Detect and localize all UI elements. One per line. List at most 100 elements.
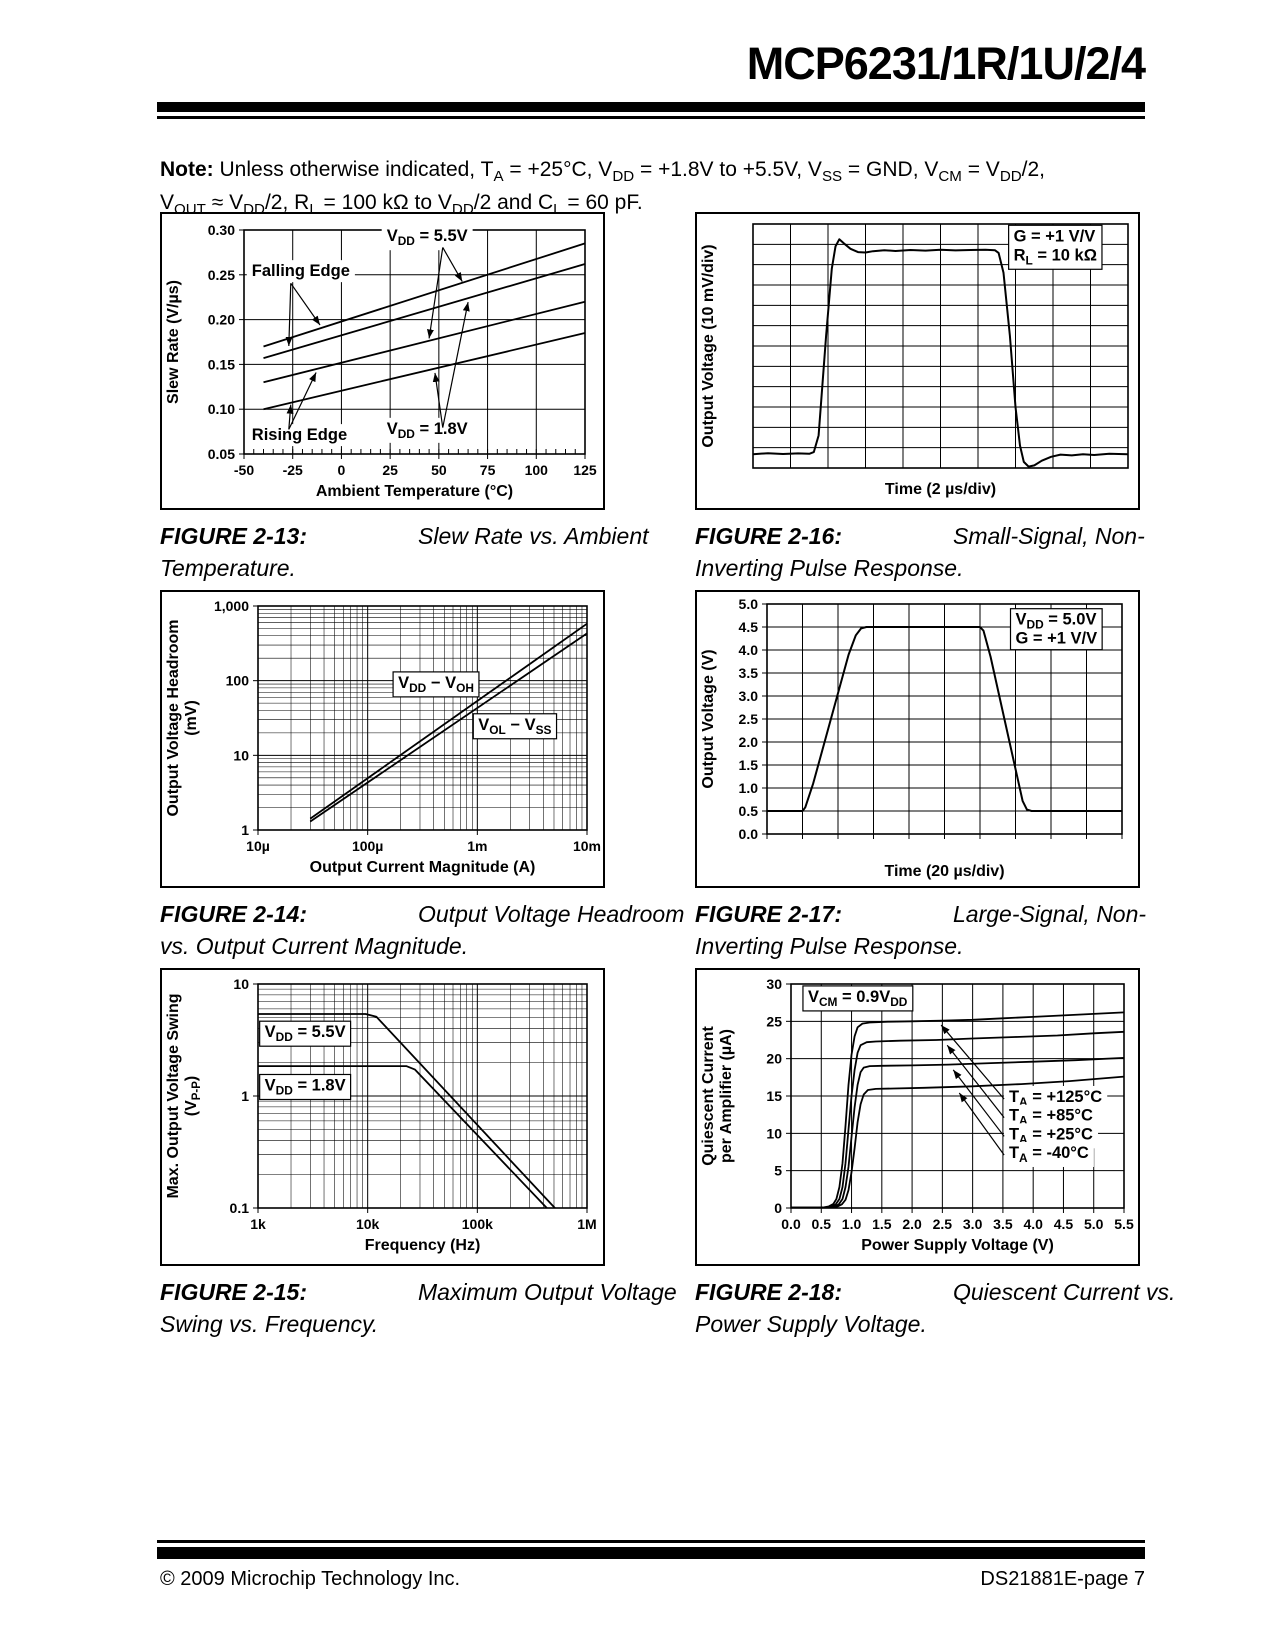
svg-text:VDD = 1.8V: VDD = 1.8V [265, 1076, 346, 1097]
svg-text:Output Voltage (V): Output Voltage (V) [700, 649, 717, 788]
svg-text:(VP-P): (VP-P) [183, 1076, 203, 1117]
footer-rule-thin [157, 1540, 1145, 1543]
svg-text:0.15: 0.15 [208, 356, 235, 372]
svg-text:Output Current Magnitude (A): Output Current Magnitude (A) [310, 859, 536, 876]
svg-text:VDD = 5.0V: VDD = 5.0V [1016, 611, 1097, 632]
figure-label: FIGURE 2-14: [160, 901, 307, 927]
series-ta-minus-40c [791, 1075, 1125, 1209]
svg-text:2.0: 2.0 [739, 734, 759, 750]
figure-caption-text: Output Voltage Headroom vs. Output Curre… [160, 901, 685, 960]
svg-text:Rising Edge: Rising Edge [252, 426, 347, 444]
series-vdd-minus-voh [309, 622, 588, 820]
svg-text:1: 1 [241, 1088, 249, 1104]
series-falling-edge-vdd-5p5v [263, 242, 586, 348]
svg-text:Time (2 µs/div): Time (2 µs/div) [885, 481, 996, 498]
svg-text:1.0: 1.0 [739, 780, 759, 796]
figure-label: FIGURE 2-16: [695, 523, 842, 549]
svg-text:100k: 100k [462, 1216, 493, 1232]
svg-text:Max. Output Voltage Swing: Max. Output Voltage Swing [165, 993, 182, 1198]
svg-text:TA = -40°C: TA = -40°C [1009, 1144, 1089, 1165]
figure-label: FIGURE 2-15: [160, 1279, 307, 1305]
svg-text:G = +1 V/V: G = +1 V/V [1016, 630, 1098, 648]
figure-caption-text: Slew Rate vs. Ambient Temperature. [160, 523, 649, 582]
chart-svg-small-signal-pulse-response: Time (2 µs/div) Output Voltage (10 mV/div… [700, 223, 1129, 498]
svg-text:1.5: 1.5 [872, 1216, 892, 1232]
svg-text:3.0: 3.0 [963, 1216, 983, 1232]
svg-text:Falling Edge: Falling Edge [252, 262, 350, 280]
chart-svg-large-signal-pulse-response: 0.0 0.5 1.0 1.5 2.0 2.5 3.0 3.5 4.0 4.5 5.0 Time (2… [700, 596, 1123, 880]
chart-svg-slew-rate-vs-ambient-temperature: -50 -25 0 25 50 75 100 125 0.05 0.10 0.15 0.20 0.25 0… [165, 222, 597, 500]
chart-quiescent-current: 0.0 0.5 1.0 1.5 2.0 2.5 3.0 3.5 4.0 4.5 5.0 5.5 0 5 10… [695, 968, 1140, 1266]
svg-text:5: 5 [774, 1163, 782, 1179]
figure-2-15: 1k 10k 100k 1M 0.1 1 10 Frequency (Hz) Max. Outp… [160, 968, 695, 1340]
svg-text:20: 20 [766, 1051, 782, 1067]
svg-text:4.0: 4.0 [739, 642, 759, 658]
series-ta-plus-25c [791, 1057, 1125, 1209]
svg-text:50: 50 [431, 462, 447, 478]
annotation-vdd-1.8v-label [259, 1073, 352, 1101]
annotation-conditions-label [1008, 224, 1103, 270]
figure-2-13: -50 -25 0 25 50 75 100 125 0.05 0.10 0.15 0.20 0.25 0… [160, 212, 695, 584]
header-rule-thick [157, 102, 1145, 112]
figure-caption-text: Small-Signal, Non-Inverting Pulse Respon… [695, 523, 1145, 582]
figure-2-17: 0.0 0.5 1.0 1.5 2.0 2.5 3.0 3.5 4.0 4.5 5.0 Time (2… [695, 590, 1230, 962]
note-paragraph: Note: Unless otherwise indicated, TA = +… [160, 155, 1075, 221]
series-output-pulse [752, 238, 1129, 468]
series-ta-plus-85c [791, 1030, 1125, 1209]
series-vdd-5p5v [258, 1013, 556, 1209]
svg-text:100µ: 100µ [352, 838, 383, 854]
svg-text:3.5: 3.5 [993, 1216, 1013, 1232]
svg-text:10µ: 10µ [246, 838, 270, 854]
chart-svg-output-voltage-headroom-vs-output-current: 10µ 100µ 1m 10m 1 10 100 1,000 Output Current Ma… [165, 598, 601, 876]
figure-2-16-caption: FIGURE 2-16: Small-Signal, Non-Inverting … [695, 520, 1230, 584]
annotation-falling-edge-label [246, 260, 355, 283]
svg-text:15: 15 [766, 1088, 782, 1104]
svg-text:1: 1 [241, 822, 249, 838]
footer-copyright: © 2009 Microchip Technology Inc. [160, 1568, 461, 1590]
svg-text:1,000: 1,000 [214, 598, 249, 614]
series-vdd-1p8v [258, 1065, 548, 1209]
svg-text:4.5: 4.5 [1054, 1216, 1074, 1232]
chart-svg-max-output-voltage-swing-vs-frequency: 1k 10k 100k 1M 0.1 1 10 Frequency (Hz) Max. Outp… [165, 976, 597, 1254]
note-text: Unless otherwise indicated, TA = +25°C, … [160, 158, 1046, 219]
annotation-vdd-1.8v-label [381, 417, 473, 443]
svg-text:1k: 1k [250, 1216, 266, 1232]
figure-2-17-caption: FIGURE 2-17: Large-Signal, Non-Inverting … [695, 898, 1230, 962]
figure-caption-text: Large-Signal, Non-Inverting Pulse Respon… [695, 901, 1147, 960]
svg-text:100: 100 [226, 673, 250, 689]
svg-text:125: 125 [573, 462, 597, 478]
series-ta-plus-125c [791, 1011, 1125, 1209]
chart-small-signal-pulse-response: Time (2 µs/div) Output Voltage (10 mV/div… [695, 212, 1140, 510]
figure-caption-text: Quiescent Current vs. Power Supply Volta… [695, 1279, 1176, 1338]
annotation-vdd-5.5v-label [381, 225, 473, 251]
svg-text:VCM = 0.9VDD: VCM = 0.9VDD [808, 988, 908, 1009]
annotation-conditions-label [1009, 608, 1103, 651]
chart-large-signal-pulse-response: 0.0 0.5 1.0 1.5 2.0 2.5 3.0 3.5 4.0 4.5 5.0 Time (2… [695, 590, 1140, 888]
figure-label: FIGURE 2-18: [695, 1279, 842, 1305]
svg-text:0.1: 0.1 [230, 1200, 250, 1216]
note-label: Note: [160, 158, 214, 181]
svg-text:Time (20 µs/div): Time (20 µs/div) [884, 863, 1004, 880]
svg-text:0: 0 [774, 1200, 782, 1216]
page-title: MCP6231/1R/1U/2/4 [746, 38, 1146, 89]
svg-text:5.0: 5.0 [739, 596, 759, 612]
svg-text:4.0: 4.0 [1023, 1216, 1043, 1232]
svg-text:0.0: 0.0 [739, 826, 759, 842]
svg-text:0.20: 0.20 [208, 312, 235, 328]
svg-text:Quiescent Current: Quiescent Current [700, 1026, 717, 1166]
header-rule-thin [157, 116, 1145, 119]
svg-text:VDD = 5.5V: VDD = 5.5V [265, 1023, 346, 1044]
svg-text:2.5: 2.5 [739, 711, 759, 727]
svg-text:5.5: 5.5 [1114, 1216, 1134, 1232]
annotation-vol-vss-label [472, 713, 558, 740]
svg-text:0: 0 [338, 462, 346, 478]
svg-text:5.0: 5.0 [1084, 1216, 1104, 1232]
svg-text:0.5: 0.5 [739, 803, 759, 819]
chart-output-voltage-headroom: 10µ 100µ 1m 10m 1 10 100 1,000 Output Current Ma… [160, 590, 605, 888]
svg-text:3.0: 3.0 [739, 688, 759, 704]
svg-text:Frequency (Hz): Frequency (Hz) [365, 1237, 481, 1254]
svg-text:100: 100 [525, 462, 549, 478]
annotation-ta-40-label [1003, 1141, 1094, 1167]
svg-text:0.05: 0.05 [208, 446, 235, 462]
svg-text:RL = 10 kΩ: RL = 10 kΩ [1014, 246, 1097, 267]
